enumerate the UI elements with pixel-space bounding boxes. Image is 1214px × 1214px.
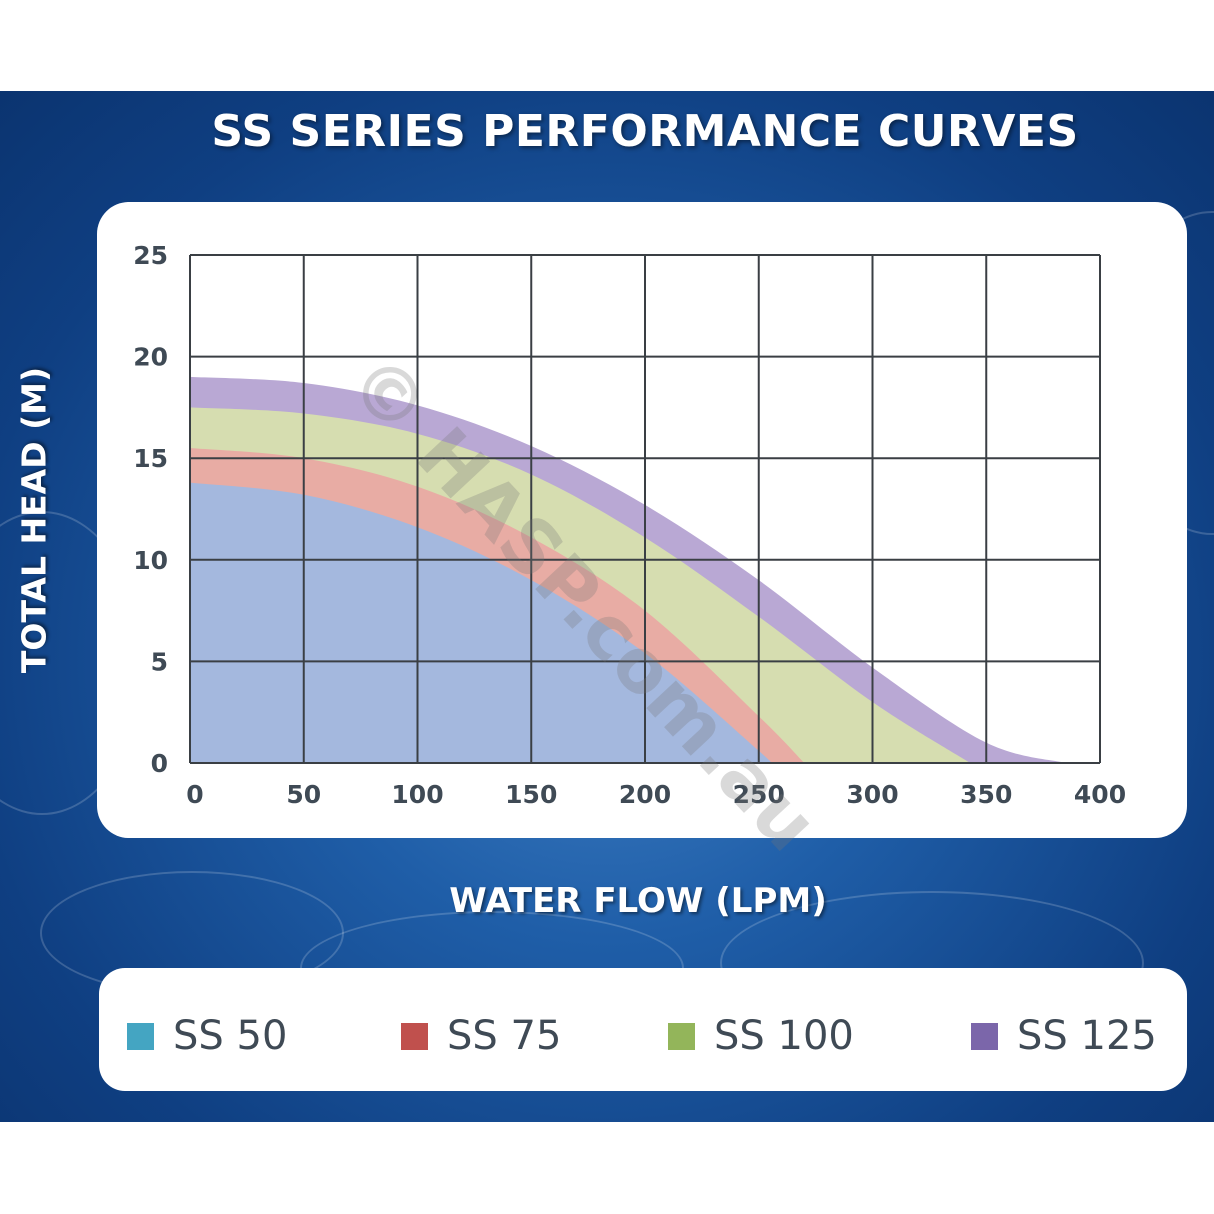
legend-card — [99, 968, 1187, 1091]
x-tick-label: 400 — [1074, 780, 1126, 809]
chart-title: SS SERIES PERFORMANCE CURVES — [211, 106, 1079, 157]
y-tick-label: 25 — [133, 241, 168, 270]
legend-label: SS 75 — [447, 1013, 562, 1059]
x-tick-label: 300 — [846, 780, 898, 809]
y-tick-label: 5 — [151, 647, 168, 676]
legend-item-ss-125: SS 125 — [971, 1013, 1157, 1059]
legend-label: SS 125 — [1017, 1013, 1157, 1059]
y-tick-label: 0 — [151, 749, 168, 778]
x-tick-label: 250 — [733, 780, 785, 809]
legend-swatch — [401, 1022, 428, 1050]
series-area-ss-50 — [190, 482, 772, 764]
legend-item-ss-100: SS 100 — [668, 1013, 854, 1059]
y-tick-label: 10 — [133, 546, 168, 575]
x-tick-label: 0 — [186, 780, 203, 809]
x-tick-label: 200 — [619, 780, 671, 809]
x-tick-label: 50 — [286, 780, 321, 809]
legend-swatch — [971, 1022, 998, 1050]
legend-label: SS 100 — [714, 1013, 854, 1059]
x-tick-label: 350 — [960, 780, 1012, 809]
legend-swatch — [668, 1022, 695, 1050]
legend-item-ss-50: SS 50 — [127, 1013, 288, 1059]
legend-label: SS 50 — [173, 1013, 288, 1059]
x-axis-label: WATER FLOW (LPM) — [449, 881, 827, 921]
legend-item-ss-75: SS 75 — [401, 1013, 562, 1059]
legend-swatch — [127, 1022, 154, 1050]
x-tick-label: 100 — [391, 780, 443, 809]
y-tick-label: 15 — [133, 444, 168, 473]
y-tick-label: 20 — [133, 343, 168, 372]
x-tick-label: 150 — [505, 780, 557, 809]
